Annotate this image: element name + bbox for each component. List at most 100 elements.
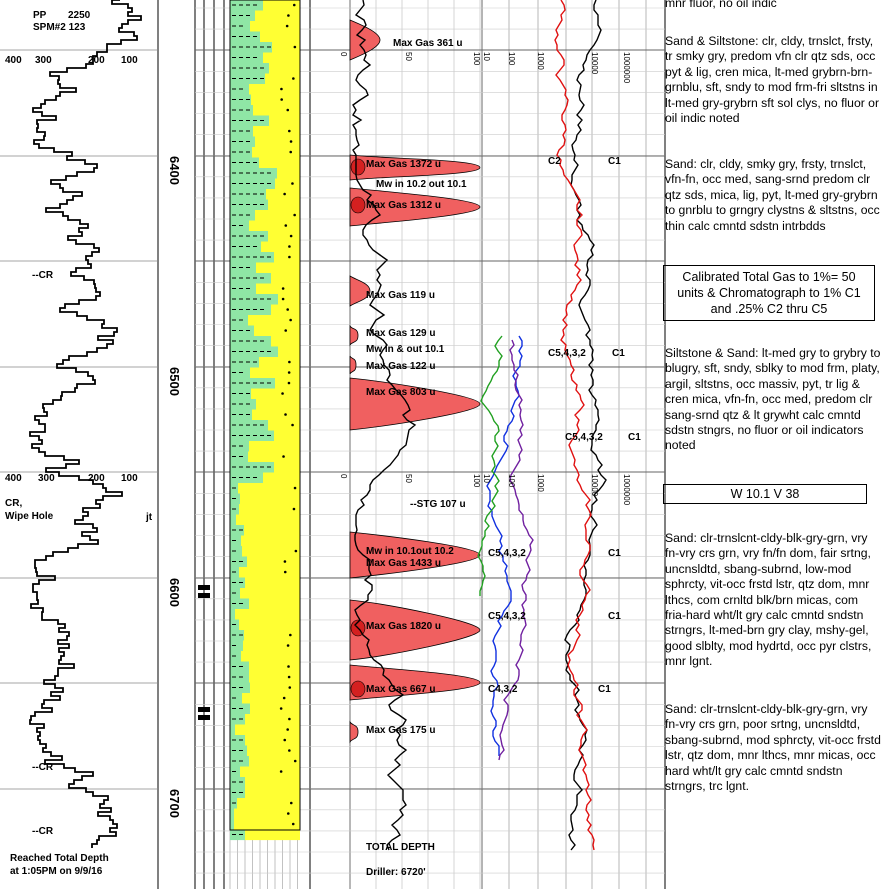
total-gas-fill [349, 355, 357, 375]
sand-dot [287, 14, 290, 17]
total-depth-label: TOTAL DEPTH [366, 842, 435, 853]
sand-dot [284, 224, 288, 227]
sand-block [242, 546, 300, 557]
gas-note-803: Max Gas 803 u [366, 387, 435, 398]
sample-marker [198, 707, 210, 712]
gas-scale-0: 0 [339, 52, 348, 57]
sand-dot [286, 728, 289, 731]
lithology-outline [229, 0, 301, 831]
sand-block [245, 577, 300, 589]
sand-dot [287, 381, 291, 385]
sand-block [263, 472, 300, 484]
chrom-c1-label-4: C1 [608, 548, 621, 559]
gas-scale-0-b: 0 [339, 474, 348, 479]
sand-block [237, 798, 300, 809]
gas-scale-100: 100 [472, 52, 481, 66]
gas-note-175: Max Gas 175 u [366, 725, 435, 736]
depth-6700: 6700 [167, 789, 182, 818]
sand-block [248, 451, 300, 463]
sand-block [245, 787, 300, 799]
sand-block [250, 367, 300, 379]
rop-scale-100-b: 100 [121, 473, 138, 484]
sand-block [234, 819, 300, 830]
description-1: Sand & Siltstone: clr, cldy, trnslct, fr… [665, 34, 880, 126]
sand-block [278, 346, 300, 358]
sand-block [255, 136, 300, 148]
chrom-scale-1000000: 1000000 [622, 52, 631, 84]
sand-dot [283, 738, 287, 742]
sand-block [241, 535, 300, 547]
total-gas-fill [349, 531, 481, 579]
sand-block [275, 378, 300, 389]
sand-block [239, 504, 300, 515]
sand-block [277, 168, 300, 179]
silt-block [230, 252, 274, 263]
sand-dot [289, 150, 293, 154]
silt-block [230, 577, 245, 589]
sand-block [240, 493, 300, 505]
sand-block [250, 682, 300, 694]
chrom-c5432-label-3: C5,4,3,2 [488, 548, 526, 559]
gas-note-667: Max Gas 667 u [366, 684, 435, 695]
rop-scale-200: 200 [88, 55, 105, 66]
sand-block [239, 619, 300, 631]
sand-dot [283, 570, 287, 574]
sand-dot [283, 560, 287, 563]
sand-dot [286, 108, 290, 112]
chrom-c5432-label-1: C5,4,3,2 [548, 348, 586, 359]
sand-dot [288, 255, 291, 259]
silt-block [230, 42, 272, 53]
chrom-c1-label-2: C1 [612, 348, 625, 359]
sand-block [250, 21, 300, 32]
sand-block [240, 588, 300, 599]
cr-note-1: --CR [32, 270, 54, 281]
sample-marker [198, 593, 210, 598]
sand-block [253, 105, 300, 116]
silt-block [230, 378, 275, 389]
sand-block [249, 598, 300, 610]
gas-note-1312: Max Gas 1312 u [366, 200, 441, 211]
gas-peak-core [350, 196, 366, 214]
sand-dot [279, 707, 283, 710]
c1-curve [564, 0, 607, 851]
cr-note-3: --CR [32, 826, 54, 837]
sand-block [269, 63, 300, 74]
sand-block [268, 199, 300, 211]
sand-dot [286, 308, 289, 311]
pp-value: 2250 [68, 10, 91, 21]
total-gas-fill [349, 187, 481, 227]
sand-block [235, 609, 300, 620]
silt-block [230, 609, 235, 620]
sand-block [249, 84, 300, 95]
c2-curve [554, 0, 595, 851]
silt-block [230, 777, 245, 788]
sand-block [245, 829, 300, 841]
driller-depth-label: Driller: 6720' [366, 867, 426, 878]
sand-dot [292, 77, 295, 80]
sand-block [245, 777, 300, 788]
sand-block [249, 661, 300, 673]
sand-block [271, 304, 300, 316]
silt-block [230, 787, 245, 799]
sand-block [263, 52, 300, 64]
gas-note-119: Max Gas 119 u [366, 290, 435, 301]
gas-scale-50: 50 [404, 52, 413, 61]
sand-block [263, 0, 300, 11]
chrom-scale-100: 100 [507, 52, 516, 66]
sand-block [249, 220, 300, 232]
reached-td-note: Reached Total Depth [10, 853, 109, 864]
rate-of-penetration-curve [29, 0, 142, 848]
silt-block [230, 31, 260, 43]
chrom-c5432-label-2: C5,4,3,2 [565, 432, 603, 443]
cr-wipe-note: CR, [5, 498, 22, 509]
sand-block [242, 693, 300, 704]
gas-scale-50-b: 50 [404, 474, 413, 483]
sand-block [252, 147, 300, 158]
silt-block [230, 724, 235, 736]
c5-curve [477, 335, 503, 596]
gas-note-361: Max Gas 361 u [393, 38, 462, 49]
gas-note-mw-101: Mw in 10.1out 10.2 [366, 546, 454, 557]
gas-note-1372: Max Gas 1372 u [366, 159, 441, 170]
silt-block [230, 819, 234, 830]
sand-dot [286, 812, 290, 815]
